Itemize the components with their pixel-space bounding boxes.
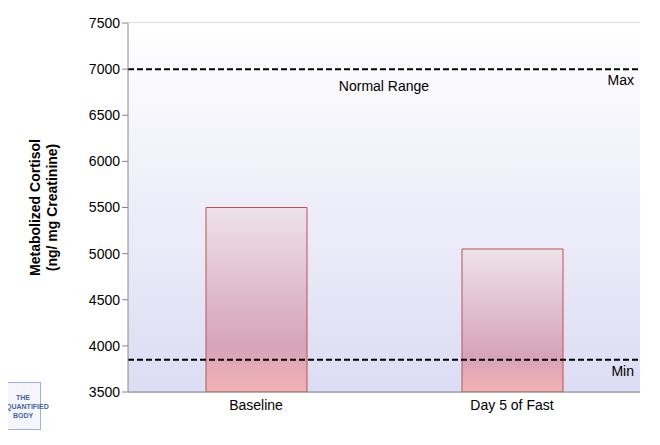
svg-text:Baseline: Baseline	[229, 397, 283, 413]
svg-text:7500: 7500	[89, 15, 120, 31]
svg-text:5500: 5500	[89, 199, 120, 215]
svg-text:Min: Min	[611, 363, 634, 379]
svg-text:7000: 7000	[89, 61, 120, 77]
svg-text:6000: 6000	[89, 153, 120, 169]
svg-text:6500: 6500	[89, 107, 120, 123]
svg-text:4500: 4500	[89, 292, 120, 308]
svg-text:4000: 4000	[89, 338, 120, 354]
svg-text:3500: 3500	[89, 384, 120, 400]
svg-text:5000: 5000	[89, 246, 120, 262]
svg-text:Day 5 of Fast: Day 5 of Fast	[470, 397, 553, 413]
svg-text:Normal Range: Normal Range	[339, 78, 429, 94]
html-text:BODY: BODY	[12, 411, 34, 419]
svg-text:Metabolized Cortisol(ng/ mg Cr: Metabolized Cortisol(ng/ mg Creatinine)	[27, 139, 60, 276]
svg-text:Max: Max	[608, 72, 634, 88]
html-text:THE: THE	[16, 393, 30, 401]
html-text:QUANTIFIED: QUANTIFIED	[6, 402, 49, 410]
